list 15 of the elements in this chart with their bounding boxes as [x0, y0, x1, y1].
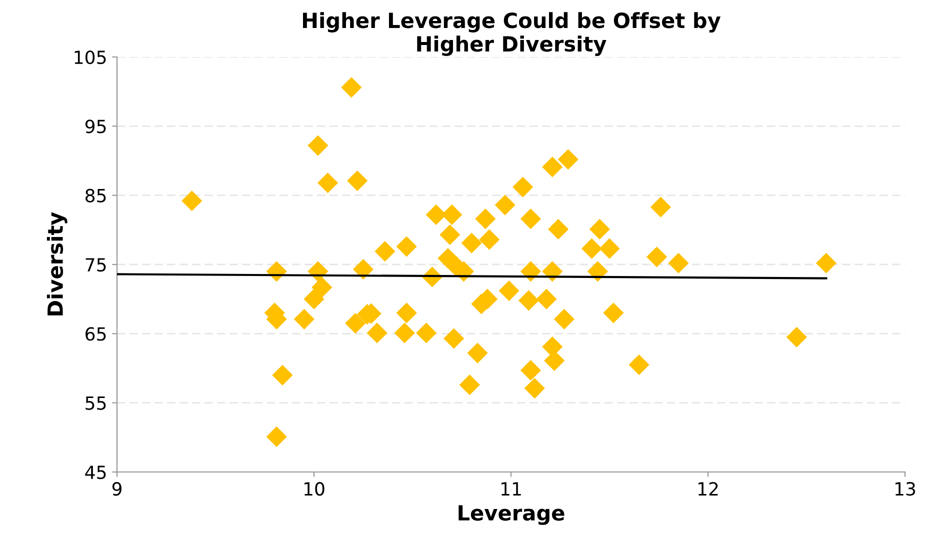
y-tick-label: 65: [86, 327, 106, 341]
y-tick-label: 105: [74, 50, 106, 64]
x-axis-title: Leverage: [458, 505, 564, 525]
chart-title: Higher Leverage Could be Offset by Higher Diversity: [303, 12, 721, 56]
x-tick-label: 10: [304, 482, 324, 496]
y-tick-label: 85: [86, 188, 106, 202]
y-tick-label: 95: [85, 120, 106, 134]
x-tick-label: 11: [501, 482, 521, 496]
y-tick-label: 75: [86, 258, 106, 272]
x-tick-label: 13: [895, 482, 916, 496]
x-tick-label: 9: [112, 482, 122, 496]
y-axis-title: Diversity: [46, 212, 68, 316]
y-tick-label: 55: [86, 396, 106, 410]
y-tick-label: 45: [85, 466, 106, 480]
x-tick-label: 12: [698, 482, 718, 496]
